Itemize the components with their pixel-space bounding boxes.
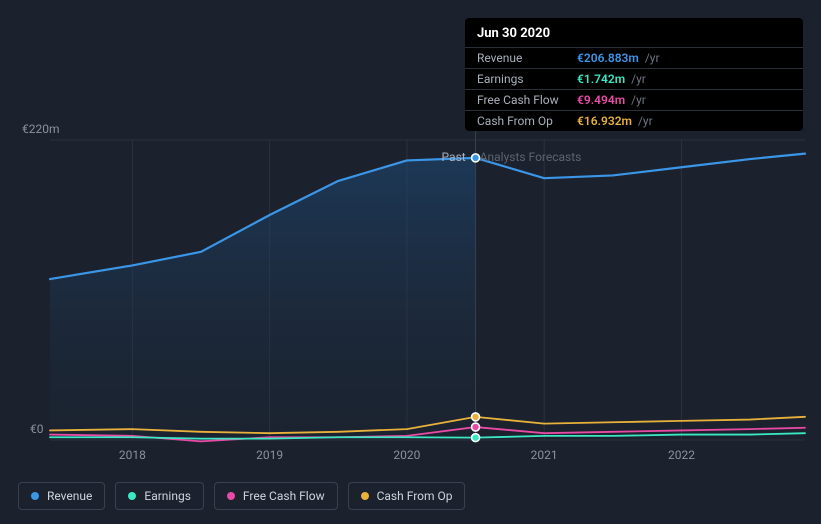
tooltip-row-suffix: /yr	[638, 114, 653, 128]
legend-label: Cash From Op	[377, 489, 453, 503]
forecast-label: Analysts Forecasts	[480, 150, 582, 164]
legend-item-revenue[interactable]: Revenue	[18, 482, 105, 510]
tooltip-row: Revenue€206.883m/yr	[465, 47, 803, 68]
legend-label: Free Cash Flow	[243, 489, 325, 503]
tooltip-row: Earnings€1.742m/yr	[465, 68, 803, 89]
tooltip-row-label: Revenue	[477, 51, 577, 65]
tooltip-row-suffix: /yr	[645, 51, 660, 65]
legend-item-cash_from_op[interactable]: Cash From Op	[348, 482, 466, 510]
tooltip-row-value: €16.932m	[577, 114, 632, 128]
tooltip-row-suffix: /yr	[631, 72, 646, 86]
chart-tooltip: Jun 30 2020 Revenue€206.883m/yrEarnings€…	[465, 18, 803, 131]
legend-label: Revenue	[47, 489, 92, 503]
tooltip-row-value: €9.494m	[577, 93, 625, 107]
tooltip-row-value: €206.883m	[577, 51, 639, 65]
legend-dot	[227, 492, 235, 500]
legend-dot	[128, 492, 136, 500]
legend-item-earnings[interactable]: Earnings	[115, 482, 204, 510]
tooltip-row: Free Cash Flow€9.494m/yr	[465, 89, 803, 110]
chart-legend: Revenue Earnings Free Cash Flow Cash From O…	[18, 482, 465, 510]
x-axis-label: 2022	[668, 448, 695, 462]
legend-label: Earnings	[144, 489, 191, 503]
tooltip-row-label: Earnings	[477, 72, 577, 86]
legend-dot	[31, 492, 39, 500]
x-axis-label: 2021	[531, 448, 558, 462]
tooltip-row-label: Cash From Op	[477, 114, 577, 128]
x-axis-label: 2018	[119, 448, 146, 462]
legend-dot	[361, 492, 369, 500]
tooltip-row-suffix: /yr	[631, 93, 646, 107]
financial-forecast-chart: €220m €0 2018 2019 2020 2021 2022 Past Analy…	[0, 0, 821, 524]
y-axis-label-max: €220m	[22, 122, 60, 136]
legend-item-free_cash_flow[interactable]: Free Cash Flow	[214, 482, 338, 510]
tooltip-row-label: Free Cash Flow	[477, 93, 577, 107]
tooltip-date: Jun 30 2020	[465, 18, 803, 47]
split-labels: Past Analysts Forecasts	[442, 150, 582, 164]
y-axis-label-zero: €0	[30, 422, 44, 436]
x-axis-label: 2019	[256, 448, 283, 462]
x-axis-label: 2020	[393, 448, 420, 462]
tooltip-row: Cash From Op€16.932m/yr	[465, 110, 803, 131]
past-label: Past	[442, 150, 466, 164]
tooltip-row-value: €1.742m	[577, 72, 625, 86]
